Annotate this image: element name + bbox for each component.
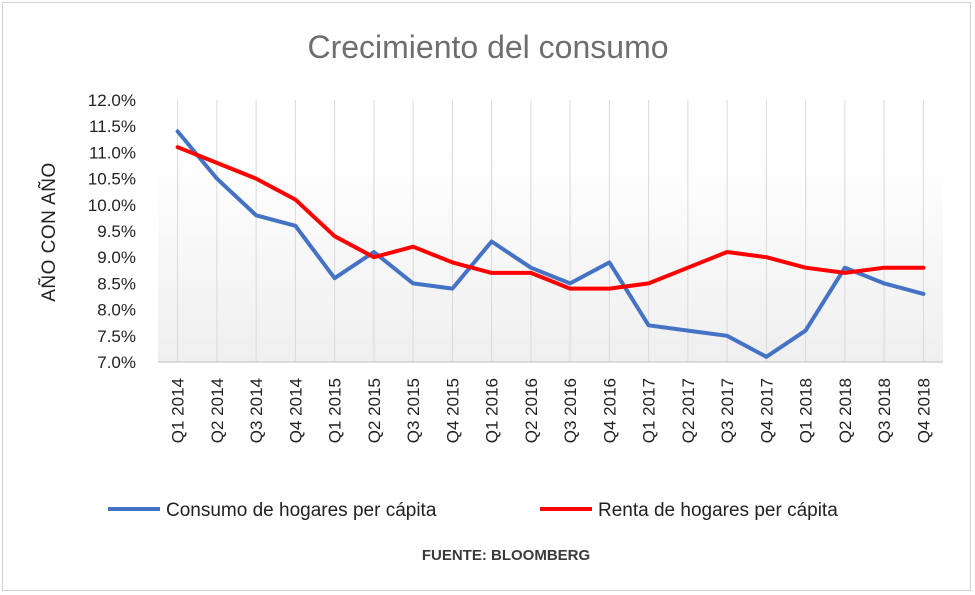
- x-tick-label: Q3 2018: [875, 378, 894, 443]
- y-tick-label: 12.0%: [88, 91, 136, 110]
- x-tick-label: Q3 2017: [718, 378, 737, 443]
- x-tick-label: Q4 2015: [443, 378, 462, 443]
- y-tick-label: 10.5%: [88, 170, 136, 189]
- plot-area: [158, 152, 943, 362]
- y-tick-label: 10.0%: [88, 196, 136, 215]
- chart-title: Crecimiento del consumo: [307, 29, 668, 65]
- legend-label: Consumo de hogares per cápita: [166, 500, 437, 521]
- series-group: [175, 129, 926, 359]
- legend-label: Renta de hogares per cápita: [598, 500, 838, 521]
- x-tick-label: Q4 2018: [914, 378, 933, 443]
- y-tick-label: 9.0%: [97, 248, 136, 267]
- series-line-1: [175, 129, 926, 359]
- y-axis-label: AÑO CON AÑO: [38, 162, 60, 302]
- series-line-2: [175, 145, 926, 291]
- x-tick-label: Q1 2015: [326, 378, 345, 443]
- x-tick-label: Q3 2016: [561, 378, 580, 443]
- x-tick-label: Q4 2017: [757, 378, 776, 443]
- y-tick-label: 11.5%: [89, 117, 136, 136]
- x-tick-label: Q2 2015: [365, 378, 384, 443]
- y-tick-label: 7.0%: [97, 353, 136, 372]
- x-tick-label: Q1 2017: [640, 378, 659, 443]
- y-tick-label: 8.5%: [97, 274, 136, 293]
- x-tick-label: Q1 2014: [169, 378, 188, 443]
- x-tick-label: Q2 2014: [208, 378, 227, 443]
- x-tick-label: Q4 2016: [600, 378, 619, 443]
- x-axis: Q1 2014 Q2 2014 Q3 2014 Q4 2014 Q1 2015 Q2 20…: [169, 378, 934, 443]
- x-tick-label: Q2 2016: [522, 378, 541, 443]
- x-tick-label: Q3 2015: [404, 378, 423, 443]
- y-axis: 7.0% 7.5% 8.0% 8.5% 9.0% 9.5% 10.0% 10.5% 11.0% 1…: [88, 91, 136, 372]
- gridlines: [158, 100, 943, 363]
- x-tick-label: Q2 2018: [836, 378, 855, 443]
- x-tick-label: Q1 2018: [797, 378, 816, 443]
- legend: Consumo de hogares per cápita Renta de ho…: [108, 500, 838, 521]
- x-tick-label: Q4 2014: [286, 378, 305, 443]
- x-tick-label: Q1 2016: [483, 378, 502, 443]
- source-note: FUENTE: BLOOMBERG: [422, 547, 590, 564]
- y-tick-label: 8.0%: [97, 301, 136, 320]
- y-tick-label: 9.5%: [97, 222, 136, 241]
- y-tick-label: 7.5%: [97, 327, 136, 346]
- y-tick-label: 11.0%: [89, 143, 136, 162]
- x-tick-label: Q2 2017: [679, 378, 698, 443]
- x-tick-label: Q3 2014: [247, 378, 266, 443]
